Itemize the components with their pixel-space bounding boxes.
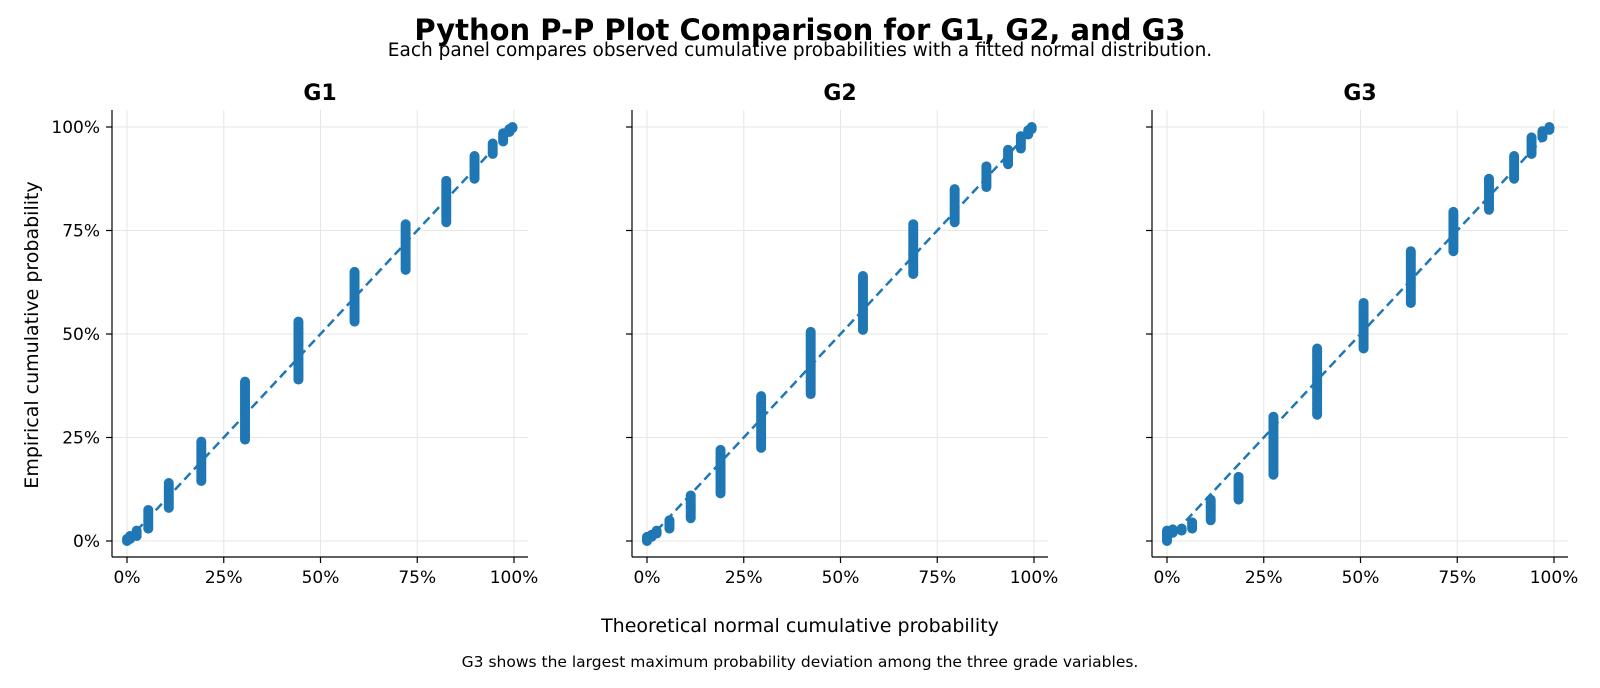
data-point — [1167, 524, 1178, 535]
panel-g2: 0% 25% 50% 75% 100% G2 — [626, 81, 1058, 588]
data-point — [715, 444, 726, 455]
data-point — [1526, 132, 1537, 143]
footnote: G3 shows the largest maximum probability… — [462, 653, 1139, 671]
reference-line — [126, 126, 515, 542]
x-tick-label: 75% — [1438, 568, 1476, 588]
data-point — [908, 219, 919, 230]
data-point — [1448, 206, 1459, 217]
panels: 0% 25% 50% 75% 100% 0% 25% 50% 75% 100% G1 0% 25% 50%… — [51, 81, 1578, 588]
panel-title: G1 — [303, 81, 336, 106]
data-point — [196, 436, 207, 447]
y-axis-label: Empirical cumulative probability — [21, 181, 43, 488]
x-tick-label: 0% — [634, 568, 661, 588]
panel-g3: 0% 25% 50% 75% 100% G3 — [1146, 81, 1578, 588]
reference-line — [646, 126, 1035, 542]
y-tick-label: 25% — [62, 429, 100, 449]
x-tick-label: 50% — [302, 568, 340, 588]
data-point — [400, 219, 411, 230]
data-point — [441, 175, 452, 186]
x-tick-label: 25% — [1245, 568, 1283, 588]
reference-line — [1166, 126, 1555, 542]
data-point — [664, 515, 675, 526]
x-tick-label: 50% — [822, 568, 860, 588]
x-tick-label: 100% — [1010, 568, 1059, 588]
x-tick-label: 75% — [918, 568, 956, 588]
x-tick-label: 0% — [1154, 568, 1181, 588]
y-tick-label: 50% — [62, 325, 100, 345]
data-point — [1312, 343, 1323, 354]
x-tick-label: 25% — [205, 568, 243, 588]
data-point — [1483, 173, 1494, 184]
data-point — [756, 391, 767, 402]
x-tick-label: 100% — [1530, 568, 1579, 588]
x-tick-label: 100% — [490, 568, 539, 588]
data-point — [1176, 523, 1187, 534]
data-point — [1268, 411, 1279, 422]
data-point — [805, 326, 816, 337]
figure-title: Python P-P Plot Comparison for G1, G2, a… — [414, 13, 1185, 47]
x-tick-label: 25% — [725, 568, 763, 588]
panel-title: G3 — [1343, 81, 1376, 106]
data-point — [1026, 122, 1037, 132]
data-point — [857, 271, 868, 282]
data-point — [1187, 517, 1198, 528]
y-tick-label: 75% — [62, 222, 100, 242]
data-point — [240, 376, 251, 387]
x-tick-label: 75% — [398, 568, 436, 588]
data-point — [1358, 297, 1369, 308]
data-point — [1509, 150, 1520, 161]
x-tick-label: 50% — [1342, 568, 1380, 588]
data-point — [949, 184, 960, 195]
data-point — [293, 316, 304, 327]
data-point — [163, 478, 174, 489]
panel-title: G2 — [823, 81, 856, 106]
panel-g1: 0% 25% 50% 75% 100% 0% 25% 50% 75% 100% G1 — [51, 81, 538, 588]
data-point — [349, 266, 360, 277]
y-tick-label: 100% — [51, 118, 100, 138]
figure-subtitle: Each panel compares observed cumulative … — [388, 40, 1212, 61]
data-point — [981, 161, 992, 172]
y-tick-label: 0% — [73, 532, 100, 552]
data-point — [1405, 246, 1416, 257]
x-tick-label: 0% — [114, 568, 141, 588]
data-point — [1233, 471, 1244, 482]
data-point — [469, 150, 480, 161]
x-axis-label: Theoretical normal cumulative probabilit… — [600, 615, 999, 637]
data-point — [143, 504, 154, 515]
